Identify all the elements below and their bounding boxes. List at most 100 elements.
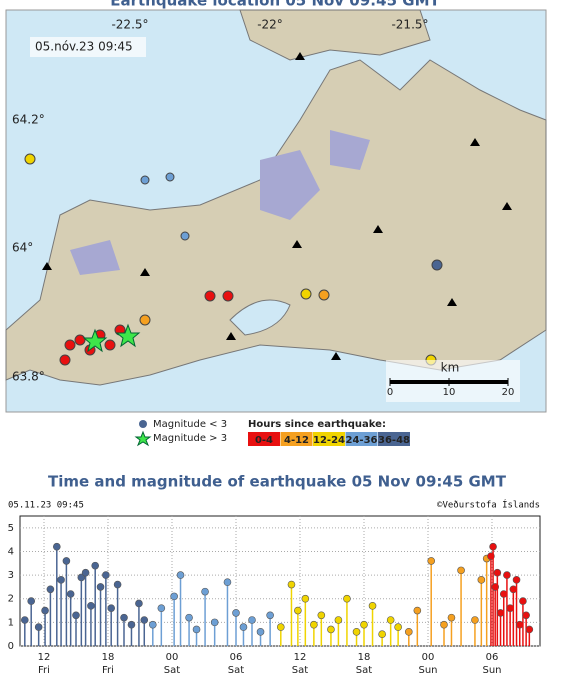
point	[287, 580, 296, 589]
timestamp-bg	[30, 37, 146, 57]
y-tick-label: 4	[8, 546, 14, 557]
point	[52, 542, 61, 551]
point	[232, 609, 240, 617]
point	[223, 578, 232, 586]
point	[334, 616, 343, 624]
x-tick-day: Sat	[292, 665, 308, 676]
point	[276, 623, 285, 631]
point	[107, 604, 115, 612]
x-tick-label: 18	[358, 652, 371, 663]
x-tick-day: Sat	[164, 665, 180, 676]
x-tick-label: 06	[230, 652, 243, 663]
x-tick-label: 12	[38, 652, 51, 663]
point	[493, 568, 502, 577]
legend-label: 12-24	[313, 435, 345, 446]
point	[91, 561, 99, 570]
land	[5, 59, 547, 386]
x-tick-label: 00	[166, 652, 179, 663]
point	[519, 597, 527, 605]
point	[413, 606, 422, 615]
lat-label: 64°	[12, 241, 33, 255]
point	[66, 590, 75, 598]
volcanoes	[42, 52, 512, 360]
legend-swatch	[313, 432, 345, 446]
point	[343, 594, 351, 603]
point	[310, 620, 318, 629]
point	[113, 580, 122, 589]
legend-small: Magnitude < 3	[153, 419, 227, 430]
chart-timestamp: 05.11.23 09:45	[8, 501, 84, 511]
chart-title: Time and magnitude of earthquake 05 Nov …	[48, 473, 507, 491]
x-tick-label: 00	[422, 652, 435, 663]
scale-label: 20	[502, 387, 515, 398]
map-timestamp: 05.nóv.23 09:45	[35, 40, 133, 54]
point	[457, 566, 465, 575]
point	[210, 618, 219, 627]
point	[239, 623, 248, 631]
map: 05.nóv.23 09:45 -22.5° -22° -21.5° 64.2°…	[5, 9, 547, 413]
point	[157, 604, 166, 612]
legend-swatch	[248, 432, 280, 446]
point	[27, 597, 36, 605]
point	[327, 625, 335, 634]
point	[20, 616, 29, 624]
point	[127, 620, 136, 629]
lat-label: 63.8°	[12, 370, 45, 384]
point	[266, 611, 274, 620]
point	[46, 585, 55, 594]
point	[87, 602, 95, 610]
point	[489, 542, 497, 551]
legend-hours-title: Hours since earthquake:	[248, 419, 386, 430]
point	[41, 606, 49, 615]
x-tick-day: Fri	[102, 665, 114, 676]
point	[81, 568, 90, 577]
point	[248, 616, 256, 624]
x-tick-label: 06	[486, 652, 499, 663]
y-tick-label: 5	[8, 523, 14, 534]
legend-large: Magnitude > 3	[153, 433, 227, 444]
quake-large	[82, 323, 141, 353]
x-tick-label: 12	[294, 652, 307, 663]
scale-bar: 0 10 20	[387, 378, 515, 398]
legend-star	[134, 430, 152, 447]
point	[102, 571, 110, 579]
point	[368, 602, 377, 610]
scale-unit: km	[441, 361, 460, 375]
map-title: Earthquake location 05 Nov 09:45 GMT	[110, 0, 440, 10]
map-legend: Magnitude < 3 Magnitude > 3 Hours since …	[134, 419, 410, 447]
point	[185, 613, 193, 622]
chart-credit: ©Veðurstofa Íslands	[437, 499, 540, 511]
y-tick-label: 3	[8, 570, 14, 581]
lon-label: -21.5°	[391, 18, 428, 32]
y-tick-label: 1	[8, 617, 14, 628]
y-tick-label: 0	[8, 641, 14, 652]
point	[140, 616, 149, 624]
point	[96, 583, 105, 591]
point	[201, 587, 209, 596]
legend-swatch	[345, 432, 378, 446]
lat-label: 64.2°	[12, 113, 45, 127]
point	[192, 625, 201, 634]
point	[176, 571, 185, 579]
y-tick-label: 2	[8, 594, 14, 605]
point	[72, 611, 80, 620]
scale-label: 10	[443, 387, 456, 398]
point	[522, 611, 530, 620]
land-north	[239, 9, 431, 61]
point	[503, 571, 511, 579]
x-tick-label: 18	[102, 652, 115, 663]
point	[57, 576, 65, 584]
legend-label: 36-48	[378, 435, 410, 446]
point	[294, 606, 302, 615]
point	[427, 557, 436, 565]
point	[317, 611, 326, 620]
point	[378, 630, 386, 638]
lake	[229, 299, 291, 336]
legend-label: 4-12	[284, 435, 309, 446]
point	[360, 620, 368, 629]
point	[77, 573, 86, 582]
x-tick-day: Sun	[418, 665, 437, 676]
point	[512, 576, 521, 584]
legend-dot	[139, 420, 147, 428]
point	[34, 623, 43, 631]
